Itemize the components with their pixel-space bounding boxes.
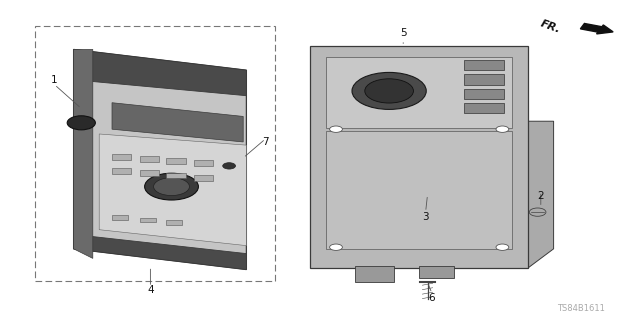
Text: TS84B1611: TS84B1611 (557, 304, 605, 313)
Bar (112, 154, 131, 160)
Polygon shape (74, 49, 246, 96)
Bar (464, 60, 504, 70)
Text: 7: 7 (262, 137, 269, 147)
Text: 4: 4 (147, 285, 154, 295)
Bar (166, 158, 186, 164)
FancyArrow shape (580, 24, 613, 34)
Bar (166, 173, 186, 178)
Polygon shape (112, 103, 243, 142)
Bar (112, 168, 131, 174)
Bar (112, 215, 128, 220)
Text: 3: 3 (422, 212, 429, 222)
Bar (194, 160, 213, 166)
Text: 2: 2 (538, 191, 544, 201)
Bar (464, 89, 504, 99)
Circle shape (223, 163, 236, 169)
Circle shape (529, 208, 546, 216)
Circle shape (67, 116, 95, 130)
Text: FR.: FR. (539, 19, 562, 35)
Polygon shape (99, 134, 246, 246)
Polygon shape (74, 49, 246, 270)
Text: 1: 1 (51, 75, 58, 85)
Polygon shape (419, 266, 454, 278)
Bar (35, 26, 275, 281)
Text: 5: 5 (400, 28, 406, 39)
Bar (140, 170, 159, 176)
Circle shape (330, 126, 342, 132)
Polygon shape (326, 57, 512, 128)
Bar (194, 175, 213, 181)
Polygon shape (355, 266, 394, 282)
Polygon shape (528, 121, 554, 268)
Bar (464, 103, 504, 113)
Circle shape (154, 178, 189, 196)
Bar (140, 156, 159, 162)
Polygon shape (326, 131, 512, 249)
Bar (166, 220, 182, 225)
Polygon shape (310, 121, 323, 249)
Circle shape (352, 72, 426, 109)
Polygon shape (74, 49, 93, 258)
Text: 6: 6 (429, 293, 435, 303)
Circle shape (330, 244, 342, 250)
Circle shape (365, 79, 413, 103)
Circle shape (145, 173, 198, 200)
Bar (140, 218, 156, 222)
Polygon shape (310, 46, 528, 268)
Circle shape (496, 244, 509, 250)
Circle shape (496, 126, 509, 132)
Bar (464, 74, 504, 85)
Polygon shape (74, 234, 246, 270)
